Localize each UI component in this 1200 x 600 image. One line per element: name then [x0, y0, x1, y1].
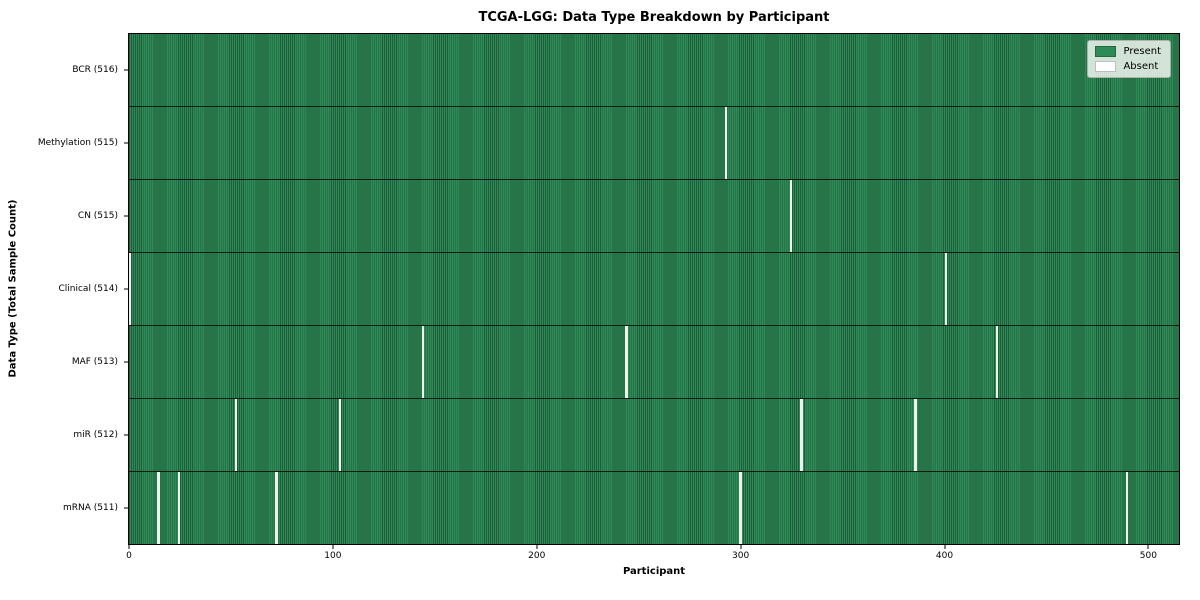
row-bcr: [129, 34, 1179, 107]
row-mrna: [129, 472, 1179, 544]
legend-swatch-absent: [1095, 61, 1117, 72]
ytick-label-mir: miR (512): [73, 430, 118, 441]
ytick-mark: [124, 434, 128, 436]
xtick-mark: [740, 545, 742, 549]
x-axis-label: Participant: [622, 566, 686, 577]
absent-mark: [790, 180, 793, 252]
legend-entry-present: Present: [1095, 46, 1161, 57]
legend-label: Absent: [1123, 61, 1159, 72]
xtick-label: 100: [324, 551, 342, 561]
xtick-mark: [1147, 545, 1149, 549]
ytick-label-bcr: BCR (516): [72, 64, 118, 75]
absent-mark: [625, 326, 628, 398]
ytick-label-cn: CN (515): [77, 210, 118, 221]
ytick-label-clinical: Clinical (514): [58, 284, 118, 294]
row-maf: [129, 326, 1179, 399]
ytick-label-methylation: Methylation (515): [37, 137, 118, 148]
ytick-mark: [124, 361, 128, 363]
xtick-mark: [944, 545, 946, 549]
xtick-mark: [128, 545, 130, 549]
ytick-label-mrna: mRNA (511): [63, 503, 118, 514]
absent-mark: [234, 399, 237, 471]
row-methylation: [129, 107, 1179, 180]
legend-entry-absent: Absent: [1095, 61, 1161, 72]
y-axis: BCR (516) Methylation (515) CN (515) Clinic…: [0, 33, 128, 545]
xtick-label: 0: [126, 551, 132, 561]
absent-mark: [725, 107, 728, 179]
xtick-mark: [332, 545, 334, 549]
legend-swatch-present: [1095, 46, 1117, 57]
ytick-mark: [124, 142, 128, 144]
xtick-label: 200: [528, 551, 546, 561]
absent-mark: [338, 399, 341, 471]
absent-mark: [995, 326, 998, 398]
absent-mark: [421, 326, 425, 398]
xtick-label: 500: [1139, 551, 1157, 561]
ytick-mark: [124, 288, 128, 290]
absent-mark: [739, 472, 742, 544]
ytick-label-maf: MAF (513): [71, 357, 118, 368]
plot-area: Present Absent: [128, 33, 1180, 545]
ytick-mark: [124, 215, 128, 217]
absent-mark: [157, 472, 160, 544]
row-cn: [129, 180, 1179, 253]
row-mir: [129, 399, 1179, 472]
absent-mark: [129, 253, 132, 325]
absent-mark: [177, 472, 180, 544]
ytick-mark: [124, 507, 128, 509]
chart-title: TCGA-LGG: Data Type Breakdown by Partici…: [478, 10, 830, 25]
row-clinical: [129, 253, 1179, 326]
legend-label: Present: [1123, 46, 1161, 57]
xtick-label: 300: [732, 551, 750, 561]
absent-mark: [800, 399, 803, 471]
absent-mark: [1126, 472, 1129, 544]
x-axis: 0 100 200 300 400 500: [126, 545, 1180, 565]
absent-mark: [275, 472, 278, 544]
legend: Present Absent: [1087, 40, 1171, 78]
xtick-label: 400: [935, 551, 954, 561]
absent-mark: [944, 253, 948, 325]
xtick-mark: [536, 545, 538, 549]
ytick-mark: [124, 69, 128, 71]
absent-mark: [914, 399, 917, 471]
